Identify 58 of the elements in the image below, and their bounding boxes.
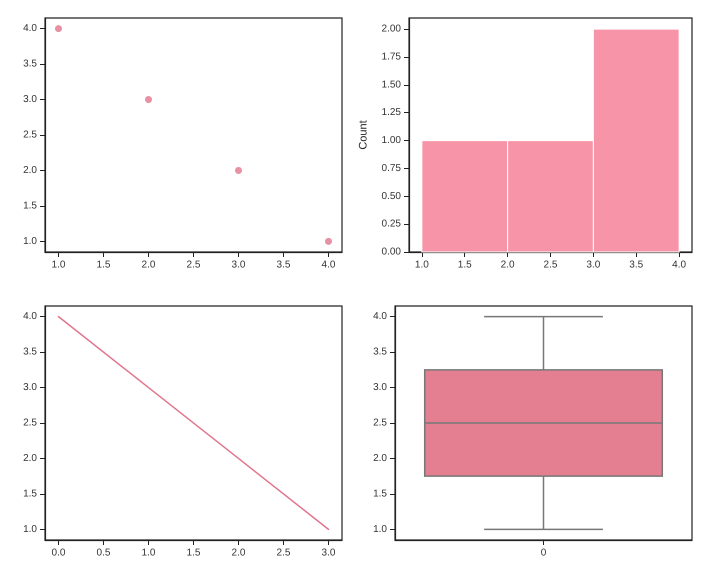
x-tick-label: 3.0 (322, 548, 336, 558)
x-tick-label: 3.0 (586, 260, 601, 270)
x-tick-label: 2.0 (232, 548, 246, 558)
y-tick-label: 2.5 (23, 130, 38, 140)
x-tick-label: 0.5 (96, 548, 111, 558)
y-tick-label: 3.5 (373, 346, 388, 358)
y-tick-label: 2.5 (373, 418, 388, 428)
x-tick-label: 2.5 (186, 260, 201, 270)
y-tick-label: 2.0 (373, 452, 388, 464)
y-tick-label: 2.0 (23, 164, 38, 176)
y-tick-label: 1.25 (382, 107, 402, 118)
y-tick-label: 3.5 (23, 58, 38, 70)
x-tick-label: 2.5 (276, 548, 291, 558)
y-tick-label: 3.0 (373, 382, 388, 394)
y-tick-label: 2.00 (382, 24, 402, 35)
y-tick-label: 0.00 (382, 246, 402, 258)
point (145, 96, 152, 104)
point (55, 25, 62, 32)
y-tick-label: 0.75 (382, 162, 402, 174)
x-tick-label: 4.0 (672, 260, 687, 270)
point (235, 166, 242, 174)
x-tick-label: 4.0 (322, 260, 336, 270)
x-tick-label: 1.5 (458, 260, 472, 270)
x-tick-label: 3.5 (629, 260, 644, 270)
line-series (58, 316, 330, 530)
x-tick-label: 2.5 (544, 260, 558, 270)
y-tick-label: 1.00 (382, 135, 402, 146)
y-tick-label: 0.25 (382, 218, 402, 230)
x-tick-label: 1.0 (414, 260, 430, 270)
y-axis-title: Count (358, 120, 370, 150)
y-tick-label: 2.5 (23, 418, 38, 428)
x-tick-label: 1.5 (96, 260, 111, 270)
y-tick-label: 4.0 (23, 23, 38, 34)
x-tick-label: 0 (540, 548, 547, 558)
x-tick-label: 2.0 (500, 260, 516, 270)
y-tick-label: 1.75 (382, 52, 402, 62)
y-tick-label: 1.50 (382, 79, 402, 90)
y-tick-label: 0.50 (382, 190, 402, 202)
y-tick-label: 1.5 (373, 488, 388, 500)
x-tick-label: 1.0 (52, 260, 66, 270)
y-tick-label: 1.0 (23, 236, 38, 247)
y-tick-label: 1.5 (23, 200, 38, 212)
y-tick-label: 1.0 (23, 524, 38, 535)
x-tick-label: 0.0 (52, 548, 66, 558)
x-tick-label: 3.5 (276, 260, 291, 270)
x-tick-label: 1.0 (142, 548, 156, 558)
y-tick-label: 3.5 (23, 346, 38, 358)
y-tick-label: 1.5 (23, 488, 38, 500)
x-tick-label: 3.0 (232, 260, 246, 270)
y-tick-label: 4.0 (23, 311, 38, 322)
y-tick-label: 1.0 (373, 524, 388, 535)
x-tick-label: 1.5 (186, 548, 201, 558)
y-tick-label: 2.0 (23, 452, 38, 464)
y-tick-label: 3.0 (23, 94, 38, 106)
y-tick-label: 3.0 (23, 382, 38, 394)
x-tick-label: 2.0 (142, 260, 156, 270)
point (325, 238, 332, 245)
y-tick-label: 4.0 (373, 311, 388, 322)
